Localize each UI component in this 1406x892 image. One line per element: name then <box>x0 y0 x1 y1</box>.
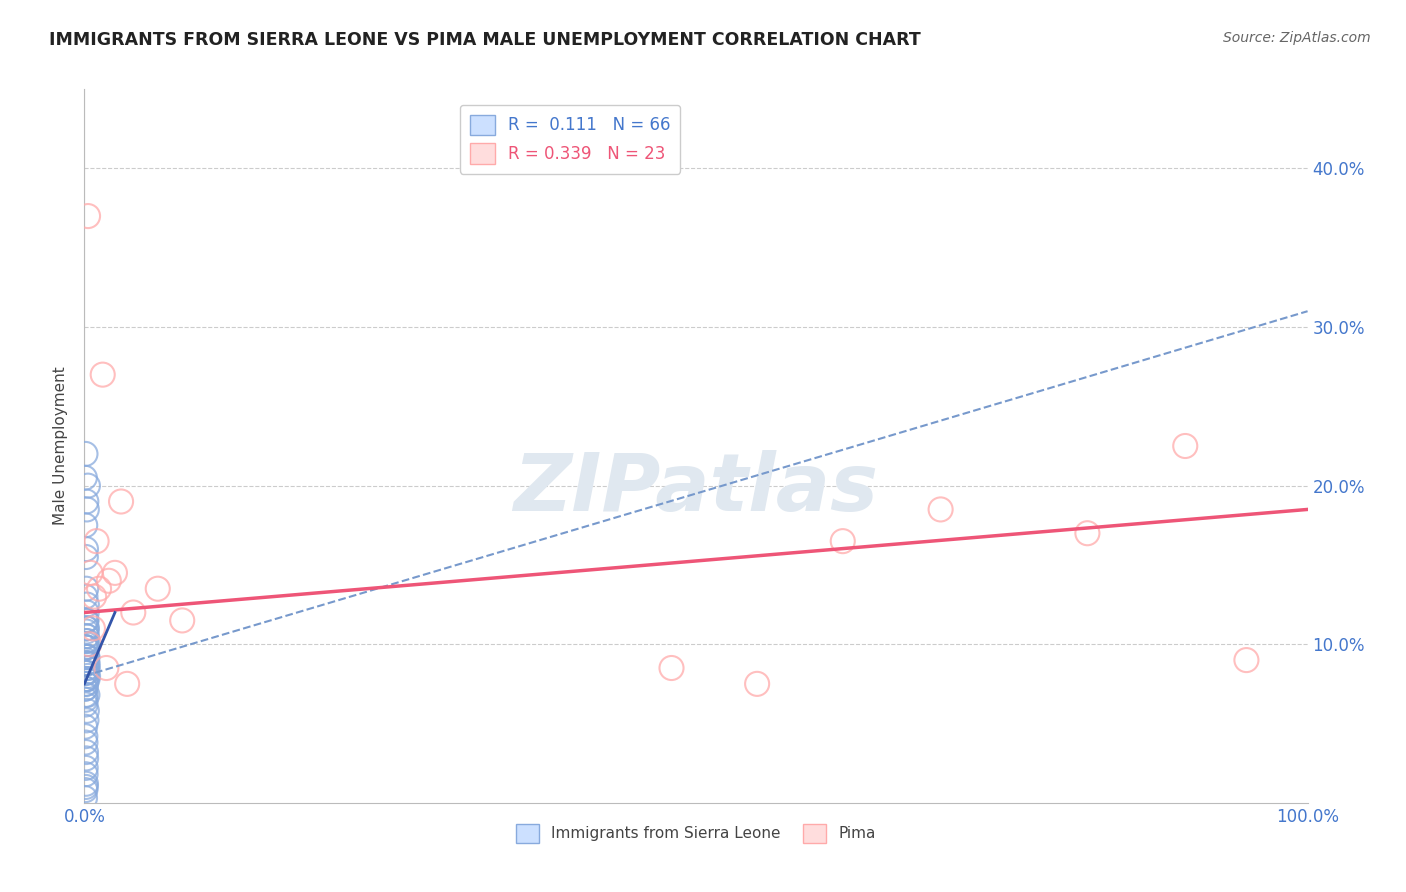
Point <box>73 791 96 805</box>
Point <box>75 672 97 686</box>
Point <box>76 629 98 643</box>
Point <box>747 677 769 691</box>
Point <box>75 621 97 635</box>
Point <box>75 542 97 557</box>
Point <box>75 640 97 655</box>
Point <box>75 745 97 759</box>
Point <box>929 502 952 516</box>
Point <box>76 649 98 664</box>
Point <box>82 621 104 635</box>
Point <box>77 637 100 651</box>
Point <box>75 729 97 743</box>
Point <box>97 574 120 588</box>
Point <box>75 681 97 696</box>
Point <box>172 614 194 628</box>
Point <box>75 634 97 648</box>
Point <box>79 566 101 580</box>
Point <box>75 677 97 691</box>
Point <box>146 582 169 596</box>
Point <box>75 649 97 664</box>
Point <box>76 704 98 718</box>
Point <box>110 494 132 508</box>
Point <box>76 649 98 664</box>
Point <box>75 714 97 728</box>
Point <box>75 777 97 791</box>
Point <box>76 606 98 620</box>
Point <box>75 688 97 702</box>
Point <box>75 681 97 696</box>
Point <box>75 447 97 461</box>
Point <box>75 640 97 655</box>
Point <box>75 624 97 639</box>
Point <box>75 783 97 797</box>
Point <box>76 629 98 643</box>
Point <box>83 590 105 604</box>
Point <box>76 688 98 702</box>
Point <box>75 549 97 564</box>
Point <box>76 614 98 628</box>
Point <box>75 677 97 691</box>
Point <box>75 653 97 667</box>
Point <box>76 649 98 664</box>
Point <box>75 640 97 655</box>
Point <box>75 698 97 712</box>
Point <box>661 661 683 675</box>
Point <box>75 640 97 655</box>
Point <box>122 606 145 620</box>
Point <box>76 598 98 612</box>
Point <box>76 661 98 675</box>
Point <box>75 780 97 794</box>
Point <box>76 634 98 648</box>
Text: Source: ZipAtlas.com: Source: ZipAtlas.com <box>1223 31 1371 45</box>
Legend: Immigrants from Sierra Leone, Pima: Immigrants from Sierra Leone, Pima <box>510 818 882 848</box>
Point <box>75 590 97 604</box>
Text: IMMIGRANTS FROM SIERRA LEONE VS PIMA MALE UNEMPLOYMENT CORRELATION CHART: IMMIGRANTS FROM SIERRA LEONE VS PIMA MAL… <box>49 31 921 49</box>
Point <box>76 502 98 516</box>
Point <box>76 672 98 686</box>
Point <box>831 534 853 549</box>
Point <box>75 692 97 706</box>
Point <box>76 665 98 680</box>
Point <box>115 677 138 691</box>
Point <box>1076 526 1098 541</box>
Point <box>75 518 97 533</box>
Point <box>76 657 98 671</box>
Point <box>87 582 110 596</box>
Point <box>75 720 97 734</box>
Point <box>96 661 118 675</box>
Text: ZIPatlas: ZIPatlas <box>513 450 879 528</box>
Point <box>1236 653 1258 667</box>
Point <box>75 614 97 628</box>
Point <box>75 761 97 775</box>
Point <box>75 767 97 781</box>
Y-axis label: Male Unemployment: Male Unemployment <box>53 367 69 525</box>
Point <box>75 657 97 671</box>
Point <box>75 672 97 686</box>
Point <box>91 368 114 382</box>
Point <box>73 471 96 485</box>
Point <box>75 672 97 686</box>
Point <box>76 621 98 635</box>
Point <box>86 534 108 549</box>
Point <box>75 665 97 680</box>
Point <box>77 478 100 492</box>
Point <box>75 582 97 596</box>
Point <box>75 665 97 680</box>
Point <box>75 637 97 651</box>
Point <box>77 669 100 683</box>
Point <box>1174 439 1197 453</box>
Point <box>76 657 98 671</box>
Point <box>75 751 97 765</box>
Point <box>77 209 100 223</box>
Point <box>75 614 97 628</box>
Point <box>75 735 97 749</box>
Point <box>104 566 127 580</box>
Point <box>76 661 98 675</box>
Point <box>75 494 97 508</box>
